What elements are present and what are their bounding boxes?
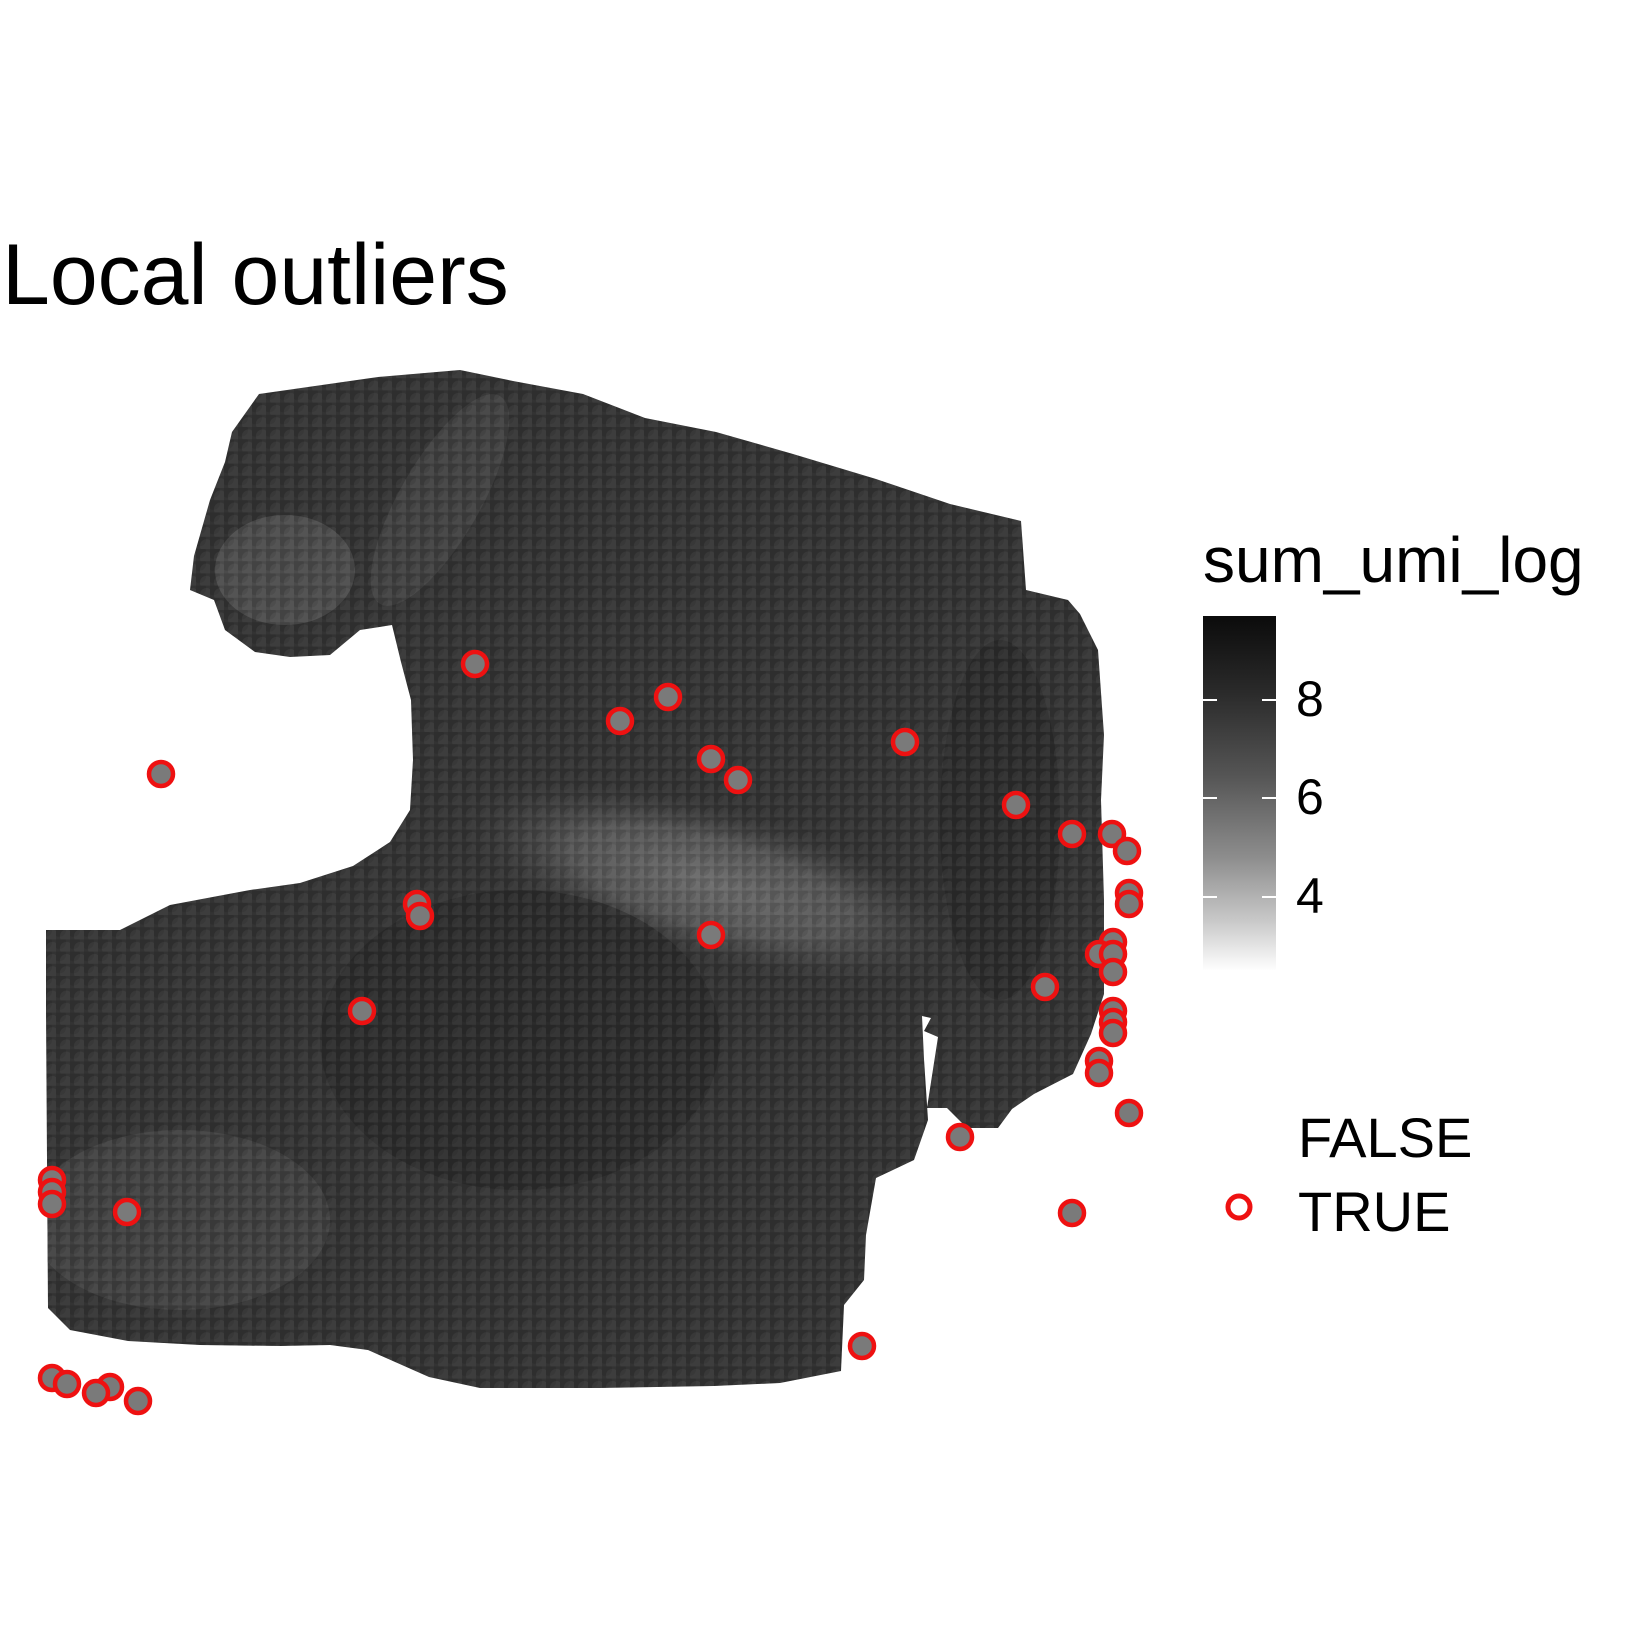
outlier-point-36: [52, 1369, 82, 1399]
colorbar-label: 8: [1296, 670, 1324, 727]
outlier-point-32: [112, 1197, 142, 1227]
outlier-point-33: [1057, 1198, 1087, 1228]
outlier-point-21: [347, 996, 377, 1026]
outlier-point-31: [37, 1189, 67, 1219]
outlier-point-6: [723, 765, 753, 795]
outlier-point-20: [1030, 972, 1060, 1002]
colorbar-tick-right: [1262, 797, 1276, 800]
outlier-point-0: [460, 649, 490, 679]
outlier-point-14: [1114, 889, 1144, 919]
outlier-point-15: [696, 920, 726, 950]
outlier-point-34: [847, 1331, 877, 1361]
colorbar-label: 6: [1296, 769, 1324, 826]
outlier-point-10: [1112, 836, 1142, 866]
outlier-markers: [37, 649, 1144, 1416]
outlier-point-19: [1098, 957, 1128, 987]
outlier-point-39: [123, 1386, 153, 1416]
legend-label-true: TRUE: [1298, 1180, 1451, 1243]
outlier-point-1: [653, 682, 683, 712]
colorbar-tick-left: [1203, 896, 1217, 899]
plot-title: Local outliers: [2, 227, 509, 323]
colorbar-tick-right: [1262, 896, 1276, 899]
legend-key-true: [1225, 1193, 1253, 1221]
legend-label-false: FALSE: [1298, 1106, 1473, 1169]
outlier-point-2: [605, 706, 635, 736]
color-legend-title: sum_umi_log: [1203, 524, 1584, 596]
colorbar: [1203, 616, 1276, 971]
outlier-point-12: [405, 901, 435, 931]
outlier-point-38: [81, 1378, 111, 1408]
outlier-point-5: [696, 744, 726, 774]
colorbar-tick-left: [1203, 698, 1217, 701]
outlier-point-28: [945, 1122, 975, 1152]
outlier-point-3: [890, 727, 920, 757]
outlier-point-8: [1057, 819, 1087, 849]
outlier-point-26: [1084, 1058, 1114, 1088]
colorbar-tick-right: [1262, 698, 1276, 701]
colorbar-tick-left: [1203, 797, 1217, 800]
outlier-point-24: [1098, 1018, 1128, 1048]
outlier-point-7: [1001, 790, 1031, 820]
colorbar-label: 4: [1296, 868, 1324, 925]
legend-key-false: [1214, 1108, 1264, 1158]
outlier-point-4: [146, 759, 176, 789]
outlier-point-27: [1114, 1098, 1144, 1128]
